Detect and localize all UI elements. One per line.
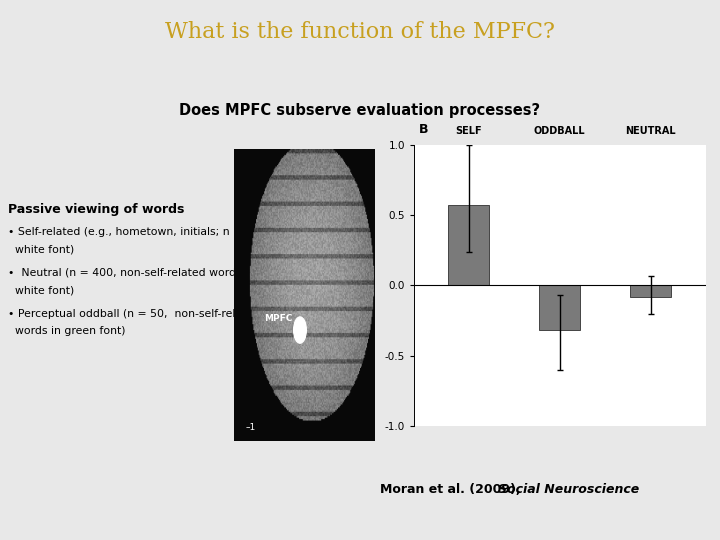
Text: Moran et al. (2009),: Moran et al. (2009), <box>380 483 525 496</box>
Text: What is the function of the MPFC?: What is the function of the MPFC? <box>165 21 555 43</box>
Text: NEUTRAL: NEUTRAL <box>626 126 676 136</box>
Text: B: B <box>418 123 428 136</box>
Bar <box>448 205 489 286</box>
Bar <box>539 286 580 330</box>
Text: Does MPFC subserve evaluation processes?: Does MPFC subserve evaluation processes? <box>179 103 541 118</box>
Text: MPFC: MPFC <box>264 314 293 323</box>
Circle shape <box>294 317 306 343</box>
Text: white font): white font) <box>8 286 74 295</box>
Text: words in green font): words in green font) <box>8 326 125 336</box>
Text: ODDBALL: ODDBALL <box>534 126 585 136</box>
Text: –1: –1 <box>246 423 256 432</box>
Text: •  Neutral (n = 400, non-self-related words in: • Neutral (n = 400, non-self-related wor… <box>8 268 255 278</box>
Text: white font): white font) <box>8 245 74 255</box>
Text: Passive viewing of words: Passive viewing of words <box>8 203 184 216</box>
Text: Social Neuroscience: Social Neuroscience <box>498 483 639 496</box>
Bar <box>631 286 672 296</box>
Text: • Self-related (e.g., hometown, initials; n = 50,: • Self-related (e.g., hometown, initials… <box>8 227 263 237</box>
Text: SELF: SELF <box>455 126 482 136</box>
Text: • Perceptual oddball (n = 50,  non-self-related: • Perceptual oddball (n = 50, non-self-r… <box>8 309 260 319</box>
